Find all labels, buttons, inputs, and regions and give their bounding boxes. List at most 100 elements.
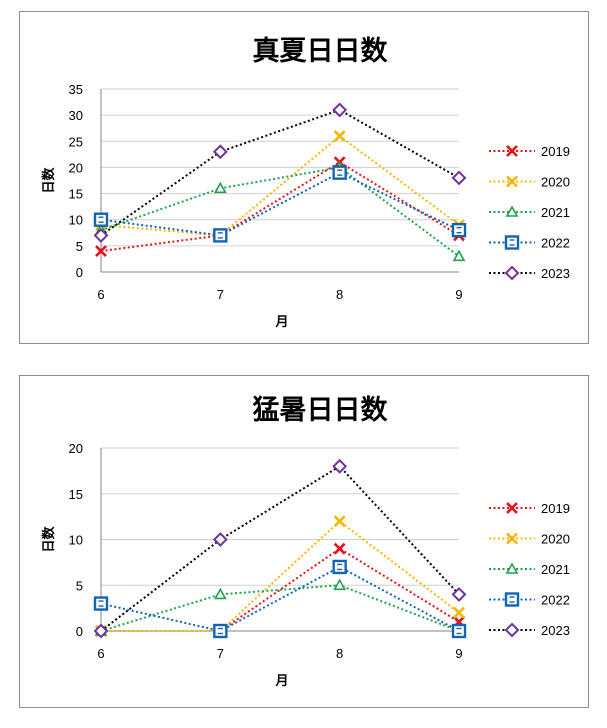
point-2023-marker	[451, 170, 467, 186]
x-tick-label: 7	[217, 287, 224, 302]
chart-extreme-heat-days-svg: 猛暑日日数 0 5 10 15 20 6 7 8 9 月 日数 2019 2020 2021 2022 2023	[41, 395, 570, 689]
series-2019	[95, 156, 465, 258]
series-2020	[95, 515, 465, 637]
series-line-2019	[100, 161, 460, 253]
point-2021-marker	[213, 181, 227, 194]
x-tick-label: 6	[97, 646, 104, 661]
legend-marker	[504, 265, 520, 281]
legend-marker	[506, 532, 518, 545]
legend-marker	[506, 502, 518, 514]
point-2022-marker	[332, 165, 347, 180]
series-line-2023	[100, 108, 460, 237]
legend-label: 2023	[541, 623, 570, 638]
legend-marker	[505, 562, 519, 574]
legend-label: 2021	[541, 205, 570, 220]
legend-label: 2019	[541, 144, 570, 159]
chart-summer-days: 真夏日日数 0 5 10 15 20 25 30 35 6 7 8 9 月 日数 2019 2020 2021 20…	[19, 11, 589, 344]
point-2023-marker	[93, 227, 109, 243]
y-tick-label: 20	[69, 160, 83, 175]
chart-extreme-heat-days: 猛暑日日数 0 5 10 15 20 6 7 8 9 月 日数 2019 2020 2021 2022 2023	[19, 375, 589, 708]
legend-marker	[506, 175, 518, 188]
series-2023	[93, 458, 467, 639]
point-2023-marker	[212, 144, 228, 160]
y-tick-label: 30	[69, 108, 83, 123]
point-2021-marker	[452, 249, 466, 262]
legend-marker	[505, 205, 519, 217]
point-2022-marker	[332, 559, 347, 575]
point-2023-marker	[212, 532, 228, 547]
legend-entry-2023: 2023	[489, 265, 570, 281]
point-2022-marker	[213, 623, 228, 639]
legend-entry-2019: 2019	[489, 501, 570, 516]
y-tick-label: 10	[69, 213, 83, 228]
series-line-2022	[100, 565, 460, 633]
legend-label: 2020	[541, 175, 570, 190]
legend-label: 2021	[541, 562, 570, 577]
point-2022-marker	[451, 222, 467, 238]
point-2019-marker	[95, 245, 107, 258]
series-line-2020	[101, 519, 460, 632]
legend-entry-2022: 2022	[489, 235, 570, 251]
y-tick-label: 5	[76, 578, 83, 593]
legend-entry-2020: 2020	[489, 175, 570, 190]
point-2021-marker	[333, 578, 347, 591]
legend-label: 2022	[541, 593, 570, 608]
point-2022-marker	[451, 623, 467, 639]
series-line-2020	[100, 134, 460, 237]
x-tick-label: 7	[217, 646, 224, 661]
series-line-2021	[100, 584, 460, 632]
x-axis-label: 月	[274, 315, 288, 330]
point-2020-marker	[333, 130, 346, 142]
y-axis-label: 日数	[41, 167, 57, 194]
point-2021-marker	[213, 587, 227, 600]
point-2022-marker	[93, 212, 109, 227]
point-2023-marker	[93, 623, 109, 639]
series-2022	[93, 165, 467, 243]
series-2020	[95, 130, 465, 242]
legend-label: 2019	[541, 501, 570, 516]
legend-entry-2019: 2019	[489, 144, 570, 159]
legend-marker	[504, 592, 520, 607]
point-2020-marker	[333, 515, 346, 528]
chart-summer-days-svg: 真夏日日数 0 5 10 15 20 25 30 35 6 7 8 9 月 日数 2019 2020 2021 20…	[41, 36, 570, 330]
legend-label: 2020	[541, 532, 570, 547]
y-axis-label: 日数	[41, 526, 57, 553]
x-tick-label: 8	[336, 287, 343, 302]
legend-entry-2023: 2023	[489, 622, 570, 638]
chart-title: 真夏日日数	[253, 36, 389, 67]
series-line-2021	[100, 166, 460, 258]
legend-marker	[504, 235, 520, 250]
y-tick-label: 25	[69, 134, 83, 149]
x-tick-label: 8	[336, 646, 343, 661]
chart-title: 猛暑日日数	[253, 395, 389, 426]
legend-entry-2020: 2020	[489, 532, 570, 547]
x-tick-label: 6	[97, 287, 104, 302]
y-tick-label: 5	[76, 239, 83, 254]
series-line-2023	[100, 465, 460, 632]
series-2023	[93, 102, 467, 243]
y-tick-label: 35	[69, 82, 83, 97]
point-2022-marker	[213, 228, 228, 243]
x-tick-label: 9	[455, 287, 462, 302]
point-2022-marker	[93, 596, 109, 611]
legend-entry-2022: 2022	[489, 592, 570, 608]
y-tick-label: 15	[69, 187, 83, 202]
y-tick-label: 15	[69, 487, 83, 502]
series-2022	[93, 559, 467, 639]
legend-marker	[504, 622, 520, 638]
legend-label: 2022	[541, 236, 570, 251]
point-2020-marker	[453, 606, 465, 619]
legend-label: 2023	[541, 266, 570, 281]
x-tick-label: 9	[455, 646, 462, 661]
point-2023-marker	[451, 586, 467, 602]
y-tick-label: 0	[76, 265, 83, 280]
series-line-2022	[100, 171, 460, 237]
legend-marker	[506, 145, 518, 157]
y-tick-label: 0	[76, 624, 83, 639]
point-2023-marker	[332, 102, 348, 118]
legend-entry-2021: 2021	[489, 562, 570, 577]
y-tick-label: 10	[69, 533, 83, 548]
point-2023-marker	[332, 458, 348, 474]
series-2021	[94, 578, 466, 636]
point-2019-marker	[333, 542, 346, 555]
